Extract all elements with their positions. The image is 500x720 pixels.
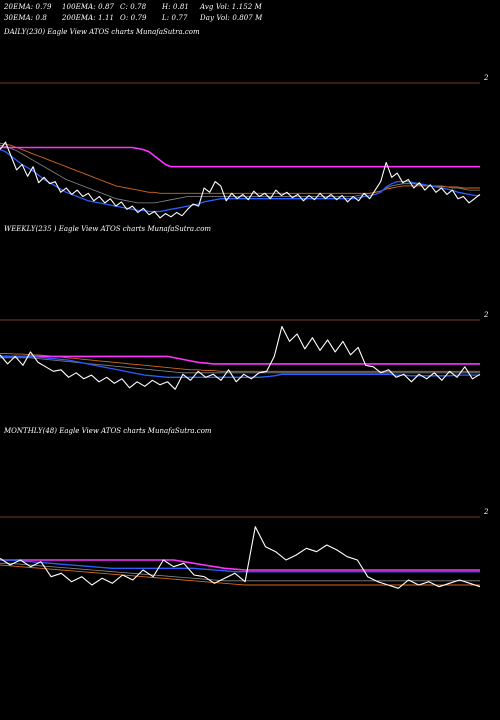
header-open: O: 0.79 bbox=[120, 14, 147, 22]
monthly-chart bbox=[0, 526, 481, 589]
daily-price-line bbox=[0, 141, 481, 219]
monthly-panel-label: MONTHLY(48) Eagle View ATOS charts Munaf… bbox=[4, 427, 212, 435]
weekly-axis-tick: 2 bbox=[484, 311, 489, 319]
weekly-ema-fast-line bbox=[0, 355, 480, 378]
daily-chart bbox=[0, 141, 481, 219]
header-200ema: 200EMA: 1.11 bbox=[62, 14, 115, 22]
monthly-price-line bbox=[0, 526, 481, 589]
header-100ema: 100EMA: 0.87 bbox=[62, 3, 115, 11]
daily-ema-100-line bbox=[0, 142, 480, 194]
monthly-ema-mid-line bbox=[0, 562, 480, 582]
daily-panel-label: DAILY(230) Eagle View ATOS charts Munafa… bbox=[4, 28, 200, 36]
weekly-chart bbox=[0, 325, 481, 390]
monthly-axis-tick: 2 bbox=[484, 508, 489, 516]
header-low: L: 0.77 bbox=[162, 14, 188, 22]
header-avg-vol: Avg Vol: 1.152 M bbox=[200, 3, 262, 11]
header-high: H: 0.81 bbox=[162, 3, 189, 11]
daily-axis-tick: 2 bbox=[484, 74, 489, 82]
monthly-ema-200-line bbox=[0, 559, 480, 571]
header-30ema: 30EMA: 0.8 bbox=[4, 14, 47, 22]
weekly-ema-200-line bbox=[0, 355, 480, 365]
header-20ema: 20EMA: 0.79 bbox=[4, 3, 52, 11]
monthly-ema-fast-line bbox=[0, 559, 480, 573]
header-close: C: 0.78 bbox=[120, 3, 147, 11]
weekly-ema-100-line bbox=[0, 352, 480, 372]
daily-ema-200-line bbox=[0, 146, 480, 168]
weekly-panel-label: WEEKLY(235 ) Eagle View ATOS charts Muna… bbox=[4, 225, 212, 233]
header-day-vol: Day Vol: 0.807 M bbox=[200, 14, 263, 22]
daily-ema-fast-line bbox=[0, 148, 480, 213]
monthly-ema-100-line bbox=[0, 564, 480, 586]
weekly-price-line bbox=[0, 325, 481, 390]
